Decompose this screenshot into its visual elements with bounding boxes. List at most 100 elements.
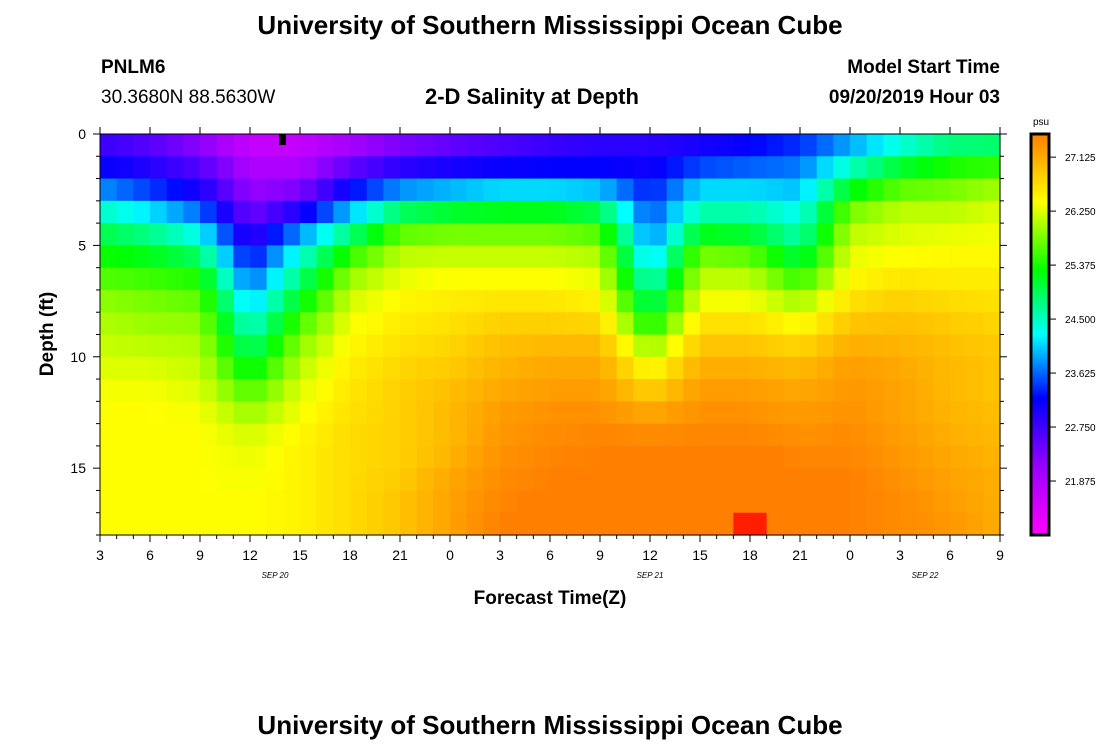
heatmap-cell [483,445,501,469]
heatmap-cell [466,289,484,313]
heatmap-cell [266,178,284,202]
heatmap-cell [866,512,884,536]
heatmap-cell [466,223,484,246]
heatmap-cell [166,445,184,469]
heatmap-cell [550,334,568,358]
heatmap-cell [800,134,818,157]
heatmap-cell [600,334,618,358]
heatmap-cell [683,490,701,514]
heatmap-cell [300,423,318,447]
heatmap-cell [550,312,568,336]
heatmap-cell [183,512,201,536]
heatmap-cell [333,423,351,447]
heatmap-cell [283,334,301,358]
heatmap-cell [700,245,718,269]
heatmap-cell [333,200,351,224]
heatmap-cell [516,134,534,157]
heatmap-cell [133,334,151,358]
heatmap-cell [666,245,684,269]
heatmap-cell [750,289,768,313]
heatmap-cell [633,401,651,425]
heatmap-cell [600,445,618,469]
date-label: SEP 22 [912,571,939,580]
heatmap-cell [650,289,668,313]
heatmap-cell [433,312,451,336]
heatmap-cell [633,245,651,269]
heatmap-cell [233,223,251,246]
heatmap-cell [266,267,284,291]
heatmap-cell [633,490,651,514]
heatmap-cell [583,423,601,447]
heatmap-cell [700,356,718,380]
heatmap-cell [150,490,168,514]
heatmap-cell [216,401,234,425]
heatmap-cell [700,156,718,180]
colorbar-tick-label: 22.750 [1065,423,1096,434]
heatmap-cell [983,512,1001,536]
heatmap-cell [133,223,151,246]
heatmap-cell [383,245,401,269]
heatmap-cell [783,312,801,336]
heatmap-cell [483,267,501,291]
heatmap-cell [383,423,401,447]
heatmap-cell [800,223,818,246]
bottom-title: University of Southern Mississippi Ocean… [257,710,843,740]
heatmap-cell [233,401,251,425]
heatmap-cell [683,245,701,269]
heatmap-cell [983,156,1001,180]
heatmap-cell [200,267,218,291]
heatmap-cell [500,267,518,291]
heatmap-cell [183,245,201,269]
heatmap-cell [500,334,518,358]
heatmap-cell [666,490,684,514]
heatmap-cell [983,445,1001,469]
heatmap-cell [916,267,934,291]
heatmap-cell [933,134,951,157]
heatmap-cell [100,468,118,492]
heatmap-cell [283,468,301,492]
heatmap-cell [633,178,651,202]
heatmap-cell [883,245,901,269]
x-tick-label: 21 [792,547,808,563]
heatmap-cell [916,200,934,224]
heatmap-cell [866,334,884,358]
heatmap-cell [800,200,818,224]
heatmap-cell [666,512,684,536]
heatmap-cell [166,334,184,358]
heatmap-cell [783,512,801,536]
heatmap-cells [100,134,1001,536]
heatmap-cell [383,468,401,492]
heatmap-cell [483,512,501,536]
heatmap-cell [283,200,301,224]
heatmap-cell [816,423,834,447]
heatmap-cell [250,356,268,380]
heatmap-cell [950,289,968,313]
heatmap-cell [500,379,518,402]
heatmap-cell [450,468,468,492]
heatmap-cell [816,468,834,492]
heatmap-cell [883,423,901,447]
heatmap-cell [600,223,618,246]
heatmap-cell [416,401,434,425]
heatmap-cell [533,156,551,180]
heatmap-cell [416,423,434,447]
heatmap-cell [950,312,968,336]
heatmap-cell [683,267,701,291]
heatmap-cell [183,401,201,425]
heatmap-cell [450,200,468,224]
heatmap-cell [866,445,884,469]
heatmap-cell [683,512,701,536]
heatmap-cell [216,223,234,246]
heatmap-cell [816,245,834,269]
heatmap-cell [600,512,618,536]
heatmap-cell [750,401,768,425]
heatmap-cell [883,490,901,514]
heatmap-cell [650,423,668,447]
heatmap-cell [433,156,451,180]
heatmap-cell [200,379,218,402]
heatmap-cell [350,490,368,514]
heatmap-cell [433,245,451,269]
heatmap-cell [266,156,284,180]
heatmap-cell [333,468,351,492]
heatmap-cell [116,512,134,536]
